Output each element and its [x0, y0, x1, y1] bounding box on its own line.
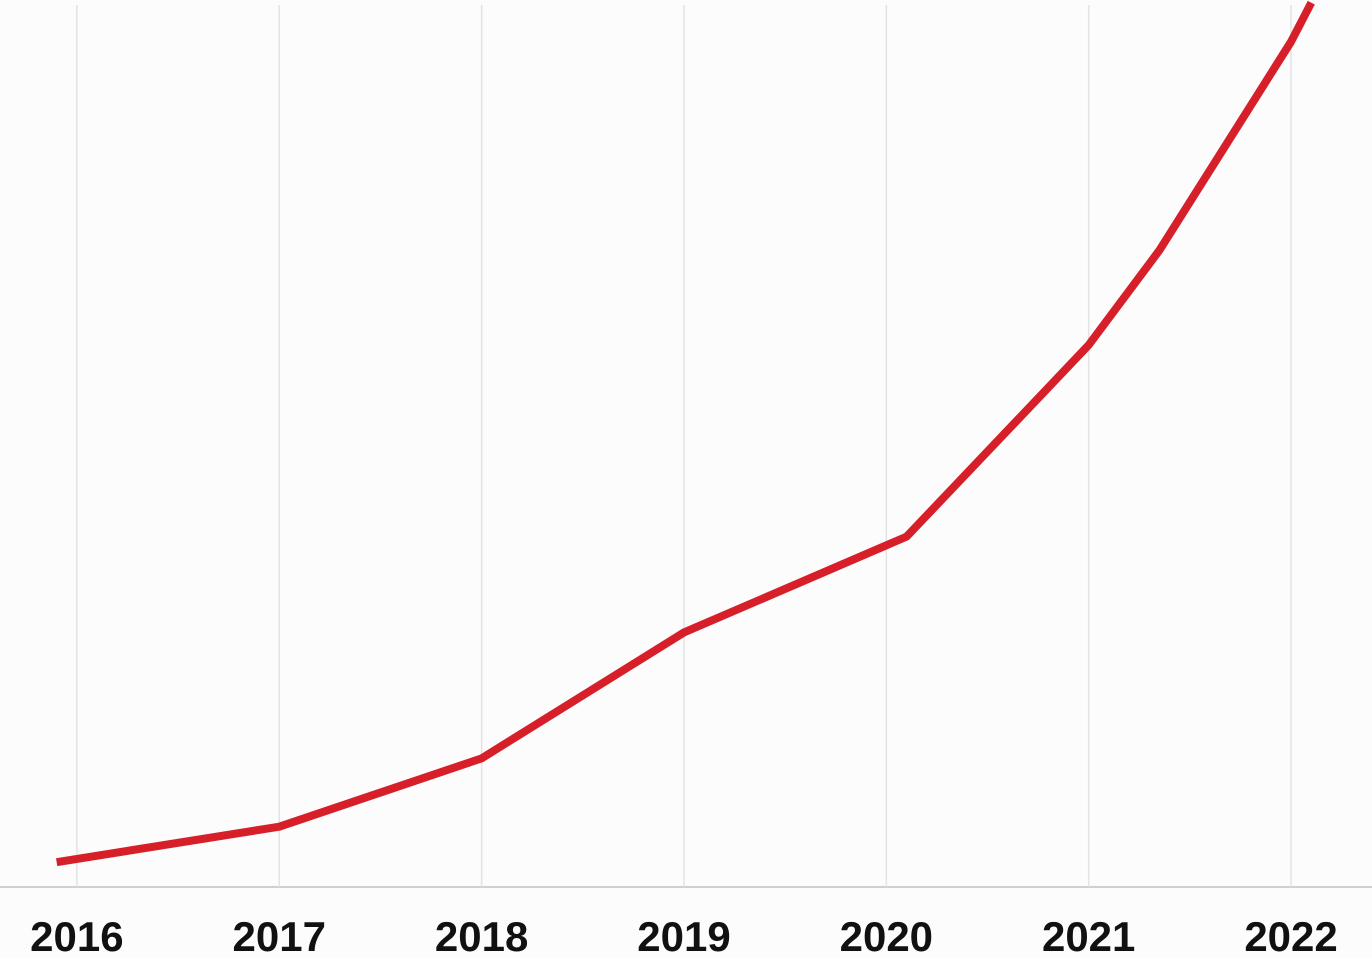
line — [56, 0, 1315, 867]
x-tick-label: 2020 — [840, 913, 933, 958]
x-tick-label: 2019 — [637, 913, 730, 958]
x-tick-label: 2016 — [30, 913, 123, 958]
x-tick-label: 2018 — [435, 913, 528, 958]
x-tick-label: 2021 — [1042, 913, 1135, 958]
x-tick-label: 2022 — [1244, 913, 1337, 958]
x-tick-label: 2017 — [233, 913, 326, 958]
